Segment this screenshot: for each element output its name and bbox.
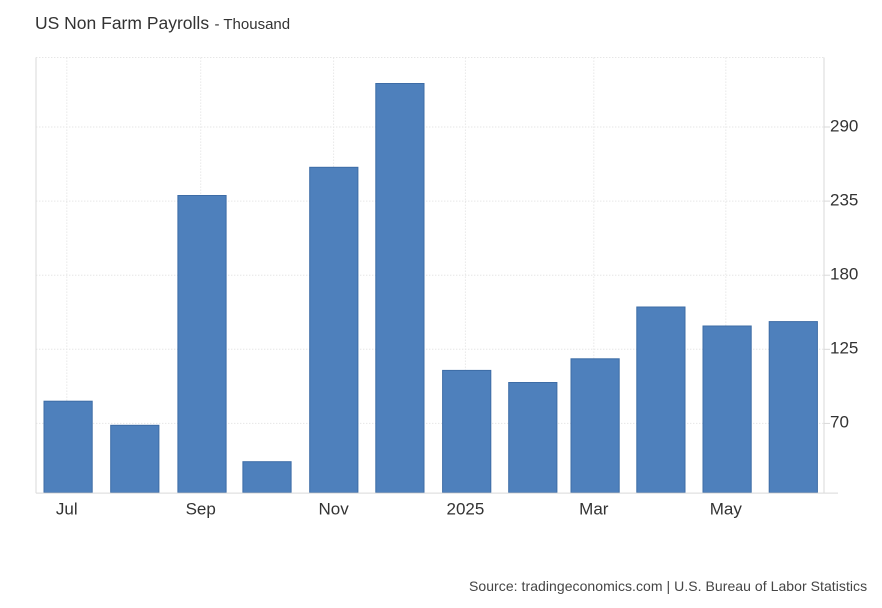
svg-text:2025: 2025 <box>446 500 484 519</box>
svg-text:125: 125 <box>830 339 858 358</box>
svg-text:US Non Farm Payrolls: US Non Farm Payrolls <box>35 13 209 33</box>
svg-text:Mar: Mar <box>579 500 609 519</box>
svg-text:180: 180 <box>830 265 858 284</box>
svg-text:70: 70 <box>830 413 849 432</box>
svg-text:- Thousand: - Thousand <box>215 16 291 33</box>
svg-text:Jul: Jul <box>56 500 78 519</box>
svg-text:Sep: Sep <box>186 500 216 519</box>
svg-text:235: 235 <box>830 190 858 209</box>
svg-text:290: 290 <box>830 116 858 135</box>
svg-text:May: May <box>710 500 743 519</box>
svg-text:Nov: Nov <box>318 500 349 519</box>
svg-text:Source: tradingeconomics.com |: Source: tradingeconomics.com | U.S. Bure… <box>469 578 867 594</box>
